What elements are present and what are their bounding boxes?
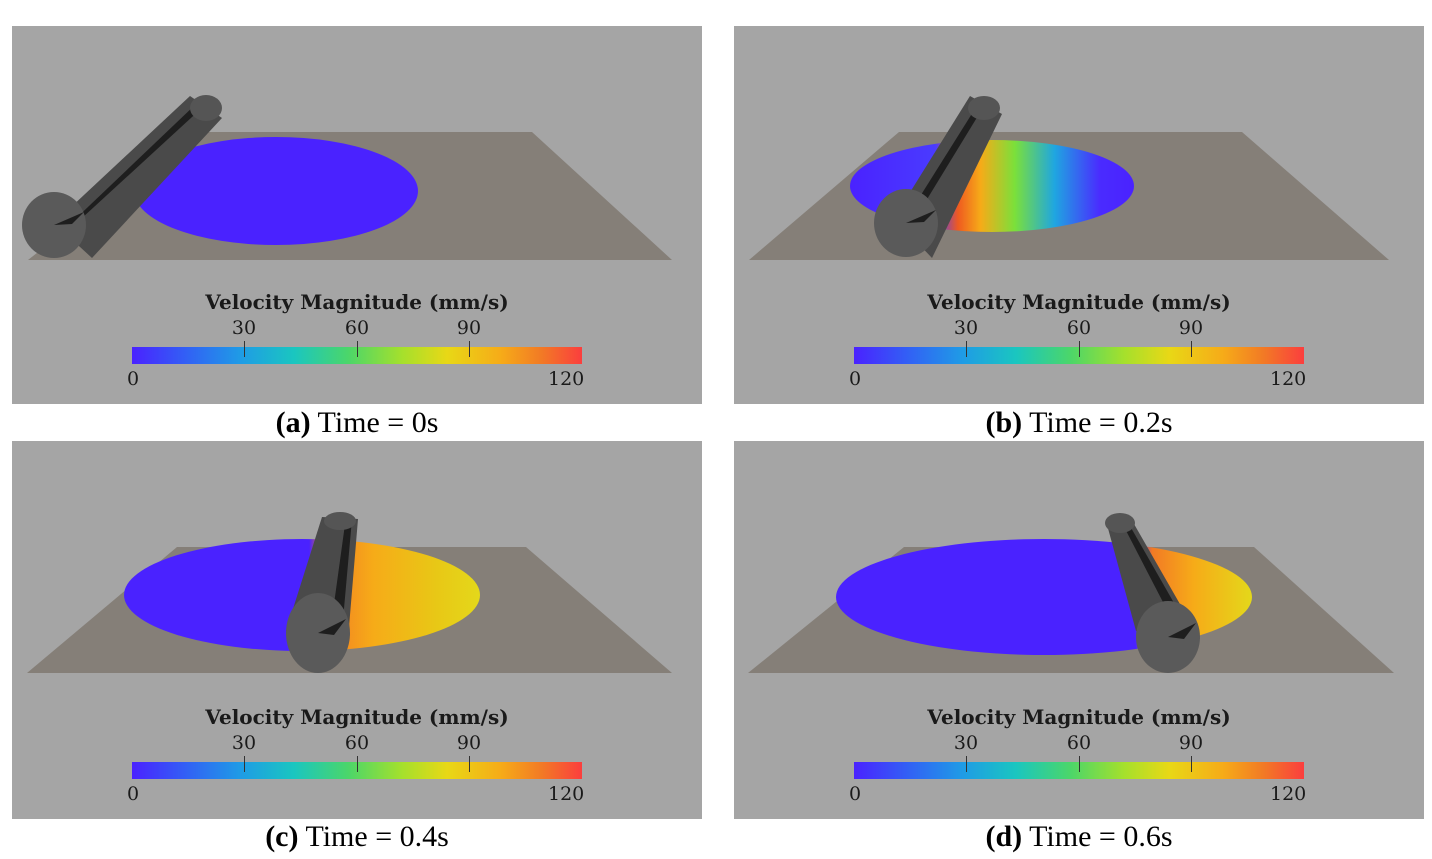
colorbar-tick-label: 90 xyxy=(1178,732,1204,754)
caption-c: (c) Time = 0.4s xyxy=(12,820,702,854)
caption-text: Time = 0.2s xyxy=(1029,406,1173,439)
colorbar-tick-label: 60 xyxy=(1066,732,1092,754)
colorbar-tick xyxy=(1191,756,1192,772)
colorbar-tick-label: 30 xyxy=(953,317,979,339)
colorbar-tick xyxy=(1079,341,1080,357)
colorbar-title: Velocity Magnitude (mm/s) xyxy=(927,705,1231,729)
caption-text: Time = 0.6s xyxy=(1029,820,1173,853)
scene-d xyxy=(748,513,1394,673)
scene-a xyxy=(22,95,672,260)
colorbar-min-label: 0 xyxy=(127,783,140,805)
caption-a: (a) Time = 0s xyxy=(12,406,702,440)
roller xyxy=(286,512,358,673)
colorbar-tick xyxy=(357,341,358,357)
caption-d: (d) Time = 0.6s xyxy=(734,820,1424,854)
colorbar-tick-label: 30 xyxy=(231,732,257,754)
colorbar-tick-label: 30 xyxy=(953,732,979,754)
colorbar-tick xyxy=(966,756,967,772)
caption-b: (b) Time = 0.2s xyxy=(734,406,1424,440)
colorbar-tick xyxy=(469,341,470,357)
colorbar-tick xyxy=(469,756,470,772)
roller xyxy=(1105,513,1200,673)
colorbar-tick xyxy=(357,756,358,772)
caption-text: Time = 0.4s xyxy=(305,820,449,853)
colorbar-tick-label: 90 xyxy=(1178,317,1204,339)
colorbar-tick-label: 60 xyxy=(344,732,370,754)
scene-b xyxy=(749,96,1389,260)
colorbar-tick xyxy=(244,756,245,772)
colorbar-tick xyxy=(244,341,245,357)
colorbar-max-label: 120 xyxy=(548,783,585,805)
colorbar-tick-label: 90 xyxy=(456,732,482,754)
colorbar-max-label: 120 xyxy=(1270,368,1307,390)
caption-text: Time = 0s xyxy=(317,406,439,439)
roller xyxy=(874,96,1002,258)
colorbar-tick xyxy=(1191,341,1192,357)
colorbar-min-label: 0 xyxy=(127,368,140,390)
panel-c: Velocity Magnitude (mm/s) 30 60 90 0 120 xyxy=(12,441,702,819)
colorbar-title: Velocity Magnitude (mm/s) xyxy=(927,290,1231,314)
panel-b: Velocity Magnitude (mm/s) 30 60 90 0 120 xyxy=(734,26,1424,404)
colorbar-tick xyxy=(1079,756,1080,772)
colorbar-max-label: 120 xyxy=(1270,783,1307,805)
caption-tag: (c) xyxy=(265,820,299,853)
colorbar-tick xyxy=(966,341,967,357)
colorbar-tick-label: 60 xyxy=(1066,317,1092,339)
caption-tag: (d) xyxy=(985,820,1023,853)
caption-tag: (b) xyxy=(985,406,1023,439)
colorbar-tick-label: 90 xyxy=(456,317,482,339)
colorbar-max-label: 120 xyxy=(548,368,585,390)
panel-a: Velocity Magnitude (mm/s) 30 60 90 0 120 xyxy=(12,26,702,404)
colorbar-tick-label: 30 xyxy=(231,317,257,339)
particle-pile xyxy=(134,137,418,245)
colorbar-tick-label: 60 xyxy=(344,317,370,339)
caption-tag: (a) xyxy=(275,406,311,439)
colorbar-min-label: 0 xyxy=(849,783,862,805)
colorbar-title: Velocity Magnitude (mm/s) xyxy=(205,705,509,729)
scene-c xyxy=(27,512,672,673)
panel-d: Velocity Magnitude (mm/s) 30 60 90 0 120 xyxy=(734,441,1424,819)
colorbar-title: Velocity Magnitude (mm/s) xyxy=(205,290,509,314)
colorbar-min-label: 0 xyxy=(849,368,862,390)
roller xyxy=(22,95,222,258)
